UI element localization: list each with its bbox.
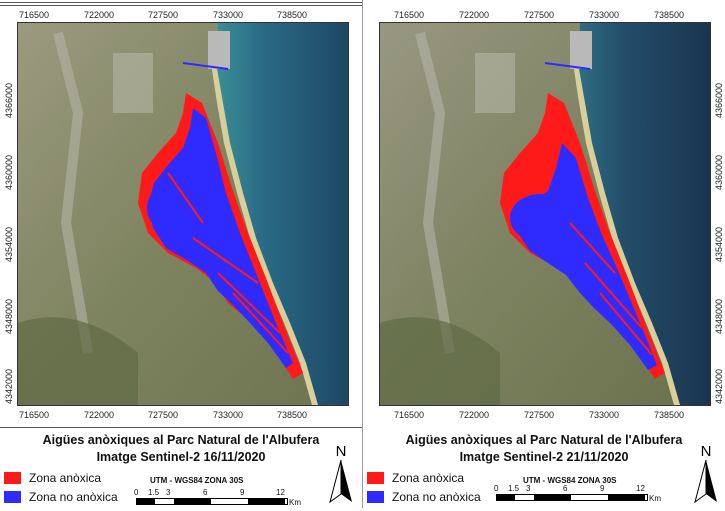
scale-title: UTM - WGS84 ZONA 30S <box>150 476 244 485</box>
map-panel-2: 716500 722000 727500 733000 738500 43660… <box>363 0 725 508</box>
north-label: N <box>336 443 347 460</box>
x-tick-top: 716500 <box>19 10 50 20</box>
satellite-map <box>379 22 711 406</box>
legend-item-non-anoxic: Zona no anòxica <box>367 490 481 504</box>
x-tick-top: 733000 <box>213 10 244 20</box>
y-tick-right: 4360000 <box>714 154 724 190</box>
x-tick-bottom: 727500 <box>524 410 555 420</box>
x-tick-bottom: 738500 <box>277 410 308 420</box>
legend-item-non-anoxic: Zona no anòxica <box>4 490 118 504</box>
satellite-map <box>17 22 349 406</box>
legend-item-anoxic: Zona anòxica <box>4 471 101 485</box>
map-title: Aigües anòxiques al Parc Natural de l'Al… <box>42 433 320 447</box>
x-tick-bottom: 716500 <box>394 410 425 420</box>
legend-label: Zona no anòxica <box>29 490 118 504</box>
scale-tick: 12 <box>276 488 285 497</box>
y-tick-right: 4366000 <box>714 82 724 118</box>
scale-tick: 3 <box>166 488 171 497</box>
scale-tick: 6 <box>563 484 568 493</box>
y-tick-right: 4342000 <box>714 368 724 404</box>
legend-item-anoxic: Zona anòxica <box>367 471 464 485</box>
scale-tick: 12 <box>636 484 645 493</box>
north-arrow-icon: N <box>329 443 352 504</box>
x-tick-bottom: 733000 <box>589 410 620 420</box>
map-subtitle: Imatge Sentinel-2 16/11/2020 <box>96 450 266 464</box>
legend-swatch-anoxic <box>367 472 384 484</box>
scale-unit: Km <box>649 494 661 503</box>
x-tick-bottom: 722000 <box>84 410 115 420</box>
x-tick-top: 738500 <box>654 10 685 20</box>
frame-line <box>0 2 362 3</box>
x-tick-top: 727500 <box>148 10 179 20</box>
scale-title: UTM - WGS84 ZONA 30S <box>523 476 617 485</box>
y-tick-right: 4348000 <box>714 298 724 334</box>
x-tick-top: 722000 <box>459 10 490 20</box>
map-subtitle: Imatge Sentinel-2 21/11/2020 <box>459 450 629 464</box>
legend-swatch-non-anoxic <box>367 491 384 503</box>
y-tick-left: 4342000 <box>4 368 14 404</box>
x-tick-bottom: 733000 <box>213 410 244 420</box>
scale-tick: 0 <box>134 488 139 497</box>
y-tick-left: 4366000 <box>4 82 14 118</box>
y-tick-right: 4354000 <box>714 226 724 262</box>
scale-bar <box>136 498 288 505</box>
scale-tick: 0 <box>494 484 499 493</box>
legend-swatch-non-anoxic <box>4 491 21 503</box>
scale-bar <box>496 494 648 501</box>
x-tick-bottom: 722000 <box>459 410 490 420</box>
frame-line <box>0 427 362 428</box>
y-tick-left: 4354000 <box>4 226 14 262</box>
x-tick-top: 727500 <box>524 10 555 20</box>
y-tick-left: 4348000 <box>4 298 14 334</box>
north-arrow: N <box>326 442 356 511</box>
non-anoxic-zone-shape <box>148 108 293 368</box>
scale-tick: 3 <box>526 484 531 493</box>
north-label: N <box>701 443 712 460</box>
x-tick-top: 716500 <box>394 10 425 20</box>
panel-divider <box>361 0 363 508</box>
x-tick-bottom: 738500 <box>654 410 685 420</box>
scale-tick: 9 <box>240 488 245 497</box>
y-tick-left: 4360000 <box>4 154 14 190</box>
scale-tick: 9 <box>600 484 605 493</box>
scale-tick: 1.5 <box>148 488 160 497</box>
x-tick-top: 738500 <box>277 10 308 20</box>
x-tick-bottom: 716500 <box>19 410 50 420</box>
frame-line <box>0 5 362 6</box>
north-arrow-icon: N <box>694 443 717 504</box>
map-title: Aigües anòxiques al Parc Natural de l'Al… <box>405 433 683 447</box>
north-arrow: N <box>691 442 721 511</box>
scale-tick: 1.5 <box>508 484 520 493</box>
x-tick-top: 722000 <box>84 10 115 20</box>
map-panel-1: 716500 722000 727500 733000 738500 43660… <box>0 0 362 508</box>
legend-swatch-anoxic <box>4 472 21 484</box>
map-graphic <box>18 23 348 405</box>
scale-unit: Km <box>289 498 301 507</box>
x-tick-top: 733000 <box>589 10 620 20</box>
legend-label: Zona anòxica <box>29 471 102 485</box>
legend-label: Zona no anòxica <box>392 490 481 504</box>
map-graphic <box>380 23 710 405</box>
legend-label: Zona anòxica <box>392 471 465 485</box>
scale-tick: 6 <box>203 488 208 497</box>
x-tick-bottom: 727500 <box>148 410 179 420</box>
